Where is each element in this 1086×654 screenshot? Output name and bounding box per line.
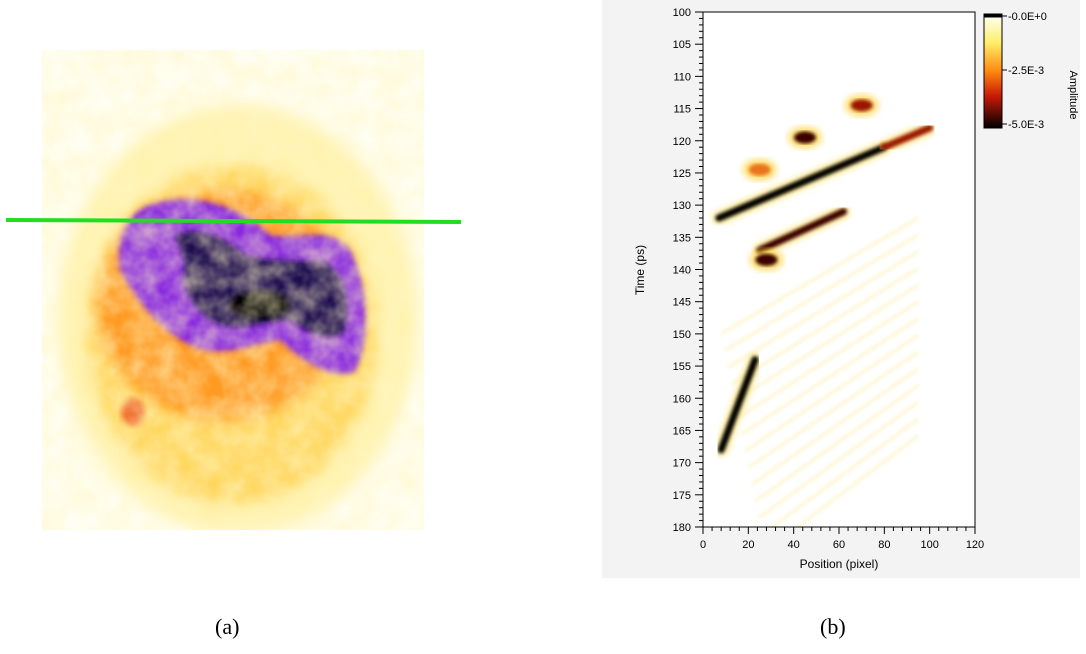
reflection-band-7 (880, 124, 934, 151)
heatmap-a-speckle (42, 50, 424, 530)
colorbar-tick-label: -2.5E-3 (1008, 65, 1044, 77)
reflection-band-1 (756, 208, 848, 254)
faint-striation (720, 217, 919, 335)
x-tick-label: 80 (878, 539, 890, 551)
figure-b-bscan: 100 105 110 115 120 125 130 135 140 145 150 155 160 1… (602, 0, 1080, 578)
colorbar-tick-label: -5.0E-3 (1008, 119, 1044, 131)
faint-striation (747, 351, 919, 469)
y-tick-label: 125 (673, 168, 691, 180)
profile-line-marker (5, 218, 462, 224)
y-tick-label: 135 (673, 232, 691, 244)
reflection-band-6 (717, 356, 759, 454)
y-tick-label: 110 (673, 71, 691, 83)
y-tick-label: 150 (673, 329, 691, 341)
y-tick-label: 170 (673, 458, 691, 470)
y-axis-label: Time (ps) (633, 245, 647, 295)
faint-striation (734, 284, 919, 402)
y-tick-label: 100 (673, 7, 691, 19)
faint-striation (751, 367, 919, 486)
y-tick-label: 130 (673, 200, 691, 212)
x-axis-label: Position (pixel) (800, 557, 879, 571)
y-tick-label: 115 (673, 104, 691, 116)
faint-striation (744, 334, 919, 452)
reflection-blob-2 (794, 131, 816, 144)
y-tick-label: 140 (673, 265, 691, 277)
faint-striation (730, 267, 919, 385)
faint-striation (724, 233, 919, 352)
reflection-blob-5 (755, 253, 778, 266)
caption-a: (a) (215, 614, 240, 639)
plot-area (703, 12, 975, 527)
x-tick-label: 60 (833, 539, 845, 551)
faint-striation (754, 384, 919, 503)
y-tick-label: 165 (673, 425, 691, 437)
reflection-band-0 (715, 143, 888, 222)
figure-a-heatmap (5, 50, 462, 530)
faint-striation (727, 250, 919, 369)
colorbar-label: Amplitude (1067, 71, 1079, 120)
y-tick-label: 105 (673, 39, 691, 51)
faint-striation (740, 317, 919, 436)
faint-striation (795, 434, 919, 527)
y-tick-label: 145 (673, 297, 691, 309)
faint-striation (737, 300, 919, 419)
y-tick-label: 175 (673, 490, 691, 502)
x-tick-label: 40 (788, 539, 800, 551)
x-tick-label: 120 (966, 539, 984, 551)
faint-striation (770, 418, 919, 527)
faint-striation (757, 401, 919, 519)
colorbar-tick-label: -0.0E+0 (1008, 11, 1047, 23)
reflection-blob-3 (850, 99, 873, 112)
y-tick-label: 160 (673, 393, 691, 405)
y-tick-label: 180 (673, 522, 691, 534)
y-tick-label: 120 (673, 136, 691, 148)
y-tick-label: 155 (673, 361, 691, 373)
caption-b: (b) (820, 614, 846, 639)
x-tick-label: 20 (742, 539, 754, 551)
reflection-blob-4 (748, 163, 771, 176)
x-tick-label: 100 (920, 539, 938, 551)
x-tick-label: 0 (700, 539, 706, 551)
colorbar (983, 13, 1003, 129)
